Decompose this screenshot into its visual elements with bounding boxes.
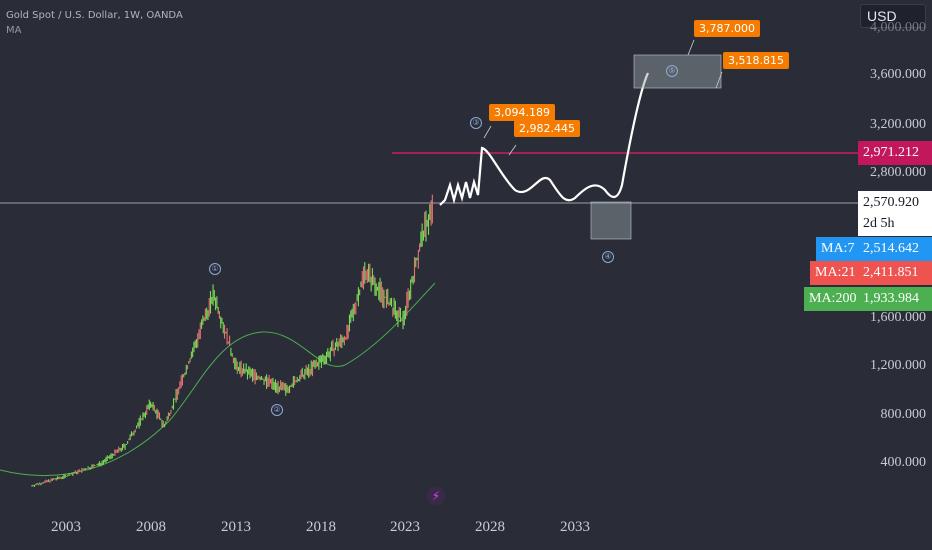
wave4-target-box: [590, 201, 632, 240]
wave-5-label: ⑤: [666, 65, 678, 77]
time-axis-label: 2023: [390, 519, 420, 535]
wave-2-label: ②: [271, 404, 283, 416]
lightning-icon[interactable]: ⚡: [427, 487, 445, 505]
price-axis-label: 1,600.000: [870, 310, 926, 325]
wave-1-label: ①: [209, 263, 221, 275]
price-axis-label: 4,000.000: [870, 20, 926, 35]
target-callout[interactable]: 3,094.189: [489, 104, 555, 121]
candlestick-series: [31, 194, 433, 487]
price-axis-label: 2,800.000: [870, 165, 926, 180]
projection-path: [439, 72, 649, 206]
indicator-label[interactable]: MA: [6, 25, 22, 36]
time-axis-label: 2008: [136, 519, 166, 535]
chart-title: Gold Spot / U.S. Dollar, 1W, OANDA: [6, 10, 183, 21]
ma7-label: MA:7: [816, 237, 859, 261]
time-axis-label: 2028: [475, 519, 505, 535]
price-axis-label: 3,600.000: [870, 67, 926, 82]
ma21-label: MA:21: [810, 261, 859, 285]
target-callout[interactable]: 3,787.000: [694, 20, 760, 37]
ma200-line: [0, 282, 436, 476]
time-axis-label: 2003: [51, 519, 81, 535]
price-axis-label: 1,200.000: [870, 358, 926, 373]
wave-3-label: ③: [470, 117, 482, 129]
target-callout[interactable]: 2,982.445: [514, 120, 580, 137]
price-axis-label: 400.000: [880, 455, 927, 470]
time-axis-label: 2013: [221, 519, 251, 535]
wave-4-label: ④: [602, 251, 614, 263]
time-axis-label: 2033: [560, 519, 590, 535]
price-axis-label: 3,200.000: [870, 117, 926, 132]
price-axis-label: 800.000: [880, 407, 927, 422]
ma200-label: MA:200: [804, 287, 859, 311]
time-axis-label: 2018: [306, 519, 336, 535]
countdown-tag: 2d 5h: [858, 212, 932, 236]
current-price-tag: 2,570.920: [858, 191, 932, 215]
ma200-value: 1,933.984: [858, 287, 932, 311]
ma7-value: 2,514.642: [858, 237, 932, 261]
resistance-price-tag: 2,971.212: [858, 141, 932, 165]
ma21-value: 2,411.851: [858, 261, 932, 285]
target-callout[interactable]: 3,518.815: [723, 52, 789, 69]
currency-selector[interactable]: USD: [860, 4, 926, 28]
